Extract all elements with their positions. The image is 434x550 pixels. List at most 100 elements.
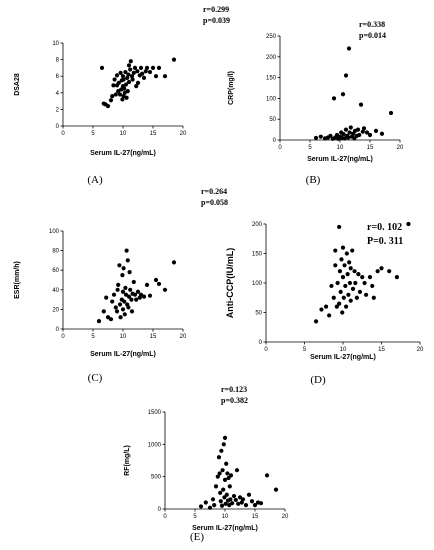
panel-d-x-tick-label: 0: [264, 347, 268, 353]
panel-a-point: [124, 95, 129, 100]
panel-c-point: [129, 297, 134, 302]
panel-e-point: [233, 497, 238, 503]
panel-d-point: [394, 275, 399, 280]
panel-a-x-tick-label: 0: [61, 131, 65, 137]
panel-e-point: [239, 500, 244, 505]
panel-d-y-axis-title: Anti-CCP(IU/mL): [225, 248, 235, 319]
panel-b-point: [331, 96, 337, 101]
panel-e-x-tick-label: 5: [193, 514, 197, 520]
panel-a-y-axis-title: DSA28: [14, 73, 21, 96]
panel-a-point: [122, 86, 127, 91]
panel-b-y-tick-label: 250: [266, 34, 277, 40]
panel-a-point: [143, 69, 148, 74]
panel-a-point: [123, 82, 129, 87]
panel-c-point: [127, 270, 132, 275]
panel-a-point: [131, 70, 136, 75]
panel-a-y-tick-label: 8: [56, 58, 60, 64]
panel-e-point: [236, 501, 241, 506]
panel-b-y-tick-label: 150: [266, 76, 277, 82]
panel-e-y-tick-label: 500: [151, 475, 162, 481]
panel-c-point: [105, 315, 111, 320]
panel-c-point: [135, 289, 141, 294]
panel-d-point: [347, 280, 353, 286]
panel-b-point: [343, 73, 349, 78]
panel-a-point: [105, 103, 111, 109]
panel-b-point: [367, 132, 373, 138]
panel-a-stat: p=0.039: [203, 16, 230, 25]
panel-d-point: [362, 280, 367, 286]
panel-a-point: [110, 94, 115, 99]
panel-d-point: [357, 289, 363, 294]
panel-d-point: [337, 269, 343, 274]
panel-d-point: [323, 304, 329, 309]
panel-c-point: [117, 263, 122, 268]
panel-e-point: [207, 505, 213, 510]
panel-e-point: [228, 473, 234, 478]
panel-b-point: [340, 92, 346, 97]
panel-a-point: [140, 71, 145, 76]
panel-c-point: [111, 292, 117, 297]
panel-b-point: [364, 130, 370, 135]
panel-c-point: [118, 315, 123, 320]
panel-d-x-tick-label: 15: [378, 347, 385, 353]
panel-c-point: [122, 299, 127, 304]
panel-d-point: [338, 289, 343, 294]
panel-d-point: [340, 245, 346, 250]
panel-c-x-tick-label: 5: [91, 334, 95, 340]
panel-e-point: [217, 471, 222, 476]
panel-b-point: [328, 133, 333, 138]
panel-c-point: [125, 258, 130, 263]
panel-e-point: [219, 448, 224, 453]
panel-c-y-tick-label: 0: [56, 327, 60, 333]
panel-c-point: [101, 309, 106, 314]
panel-c-y-tick-label: 40: [52, 288, 59, 294]
panel-c-point: [121, 266, 126, 271]
panel-e-stat: r=0.123: [221, 385, 247, 394]
panel-c-point: [124, 248, 129, 253]
panel-a-point: [156, 65, 162, 70]
panel-a-point: [134, 84, 139, 89]
panel-d-stat: P=0. 311: [367, 236, 403, 247]
panel-e-point: [228, 497, 233, 502]
panel-c-point: [110, 299, 115, 304]
panel-e-point: [222, 477, 228, 482]
panel-d-point: [353, 280, 358, 286]
panel-a-point: [125, 89, 130, 94]
panel-e-point: [210, 497, 216, 502]
panel-a-point: [120, 74, 126, 79]
panel-d-point: [340, 310, 345, 315]
panel-a-point: [117, 92, 123, 97]
panel-e-y-tick-label: 1500: [148, 410, 162, 416]
panel-c-point: [126, 305, 131, 310]
panel-e-point: [203, 500, 208, 505]
panel-d-y-tick-label: 200: [252, 222, 263, 228]
panel-e-x-tick-label: 20: [282, 514, 289, 520]
panel-a-x-tick-label: 5: [91, 131, 95, 137]
panel-e-point: [220, 468, 225, 473]
panel-a-point: [111, 83, 116, 88]
panel-d-point: [343, 304, 349, 309]
panel-a-x-axis-title: Serum IL-27(ng/mL): [90, 150, 156, 157]
panel-a-y-tick-label: 10: [52, 41, 59, 47]
panel-b-point: [355, 127, 361, 132]
panel-d-point: [406, 221, 411, 227]
panel-d-x-tick-label: 20: [417, 347, 424, 353]
panel-a-point: [126, 72, 131, 77]
panel-b-x-tick-label: 10: [337, 145, 344, 151]
panel-a-point: [126, 79, 132, 85]
panel-d-point: [347, 260, 352, 265]
panel-a-point: [171, 57, 177, 62]
panel-c-y-tick-label: 20: [52, 307, 59, 313]
panel-d-point: [334, 304, 339, 309]
panel-b-y-axis-title: CRP(mg/l): [228, 71, 235, 105]
panel-b-y-tick-label: 100: [266, 96, 277, 102]
panel-d-point: [348, 298, 353, 303]
panel-c-x-tick-label: 20: [180, 334, 187, 340]
panel-c-point: [116, 282, 121, 287]
panel-d-point: [339, 257, 344, 262]
panel-e-point: [224, 492, 229, 497]
panel-b-point: [373, 128, 379, 133]
panel-a-point: [125, 75, 130, 80]
panel-e-point: [227, 484, 232, 489]
